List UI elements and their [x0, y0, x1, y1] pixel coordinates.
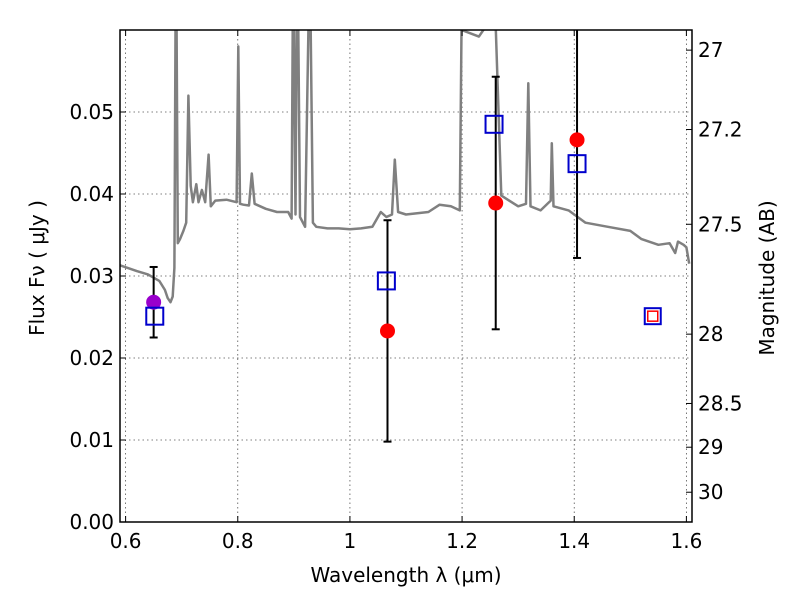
model-points	[145, 114, 662, 326]
observed-point	[146, 294, 162, 310]
model-point	[145, 306, 165, 326]
y-tick-label: 0.05	[69, 100, 114, 124]
x-tick-label: 0.6	[110, 529, 142, 553]
left-axis-label: Flux Fν ( μJy )	[25, 200, 49, 336]
right-tick-label: 28.5	[698, 391, 743, 415]
model-point	[567, 154, 587, 174]
x-tick-label: 1.4	[558, 529, 590, 553]
x-axis-label: Wavelength λ (μm)	[310, 563, 501, 587]
model-point	[484, 114, 504, 134]
right-tick-label: 27.5	[698, 212, 743, 236]
right-tick-label: 29	[698, 435, 723, 459]
y-tick-label: 0.02	[69, 346, 114, 370]
x-tick-label: 0.8	[222, 529, 254, 553]
right-axis-label: Magnitude (AB)	[755, 200, 779, 355]
observed-point	[569, 132, 585, 148]
observed-point	[646, 310, 659, 322]
right-tick-label: 27	[698, 38, 723, 62]
x-tick-label: 1	[344, 529, 357, 553]
observed-point	[379, 323, 395, 339]
y-tick-label: 0.01	[69, 428, 114, 452]
y-tick-label: 0.04	[69, 182, 114, 206]
model-point	[643, 307, 662, 326]
plot-area	[119, 29, 693, 523]
x-tick-label: 1.2	[446, 529, 478, 553]
y-tick-label: 0.03	[69, 264, 114, 288]
x-axis-ticks: 0.6 0.8 1 1.2 1.4 1.6	[110, 30, 702, 553]
model-point	[376, 271, 396, 291]
observed-points	[146, 132, 659, 339]
right-tick-label: 30	[698, 480, 723, 504]
right-axis-ticks: 27 27.2 27.5 28 28.5 29 30	[686, 38, 743, 504]
right-tick-label: 27.2	[698, 118, 743, 142]
observed-point	[488, 195, 504, 211]
y-tick-label: 0.00	[69, 510, 114, 534]
right-tick-label: 28	[698, 322, 723, 346]
left-axis-ticks: 0.00 0.01 0.02 0.03 0.04 0.05	[69, 100, 126, 534]
model-spectrum-line	[120, 30, 691, 304]
x-tick-label: 1.6	[670, 529, 702, 553]
